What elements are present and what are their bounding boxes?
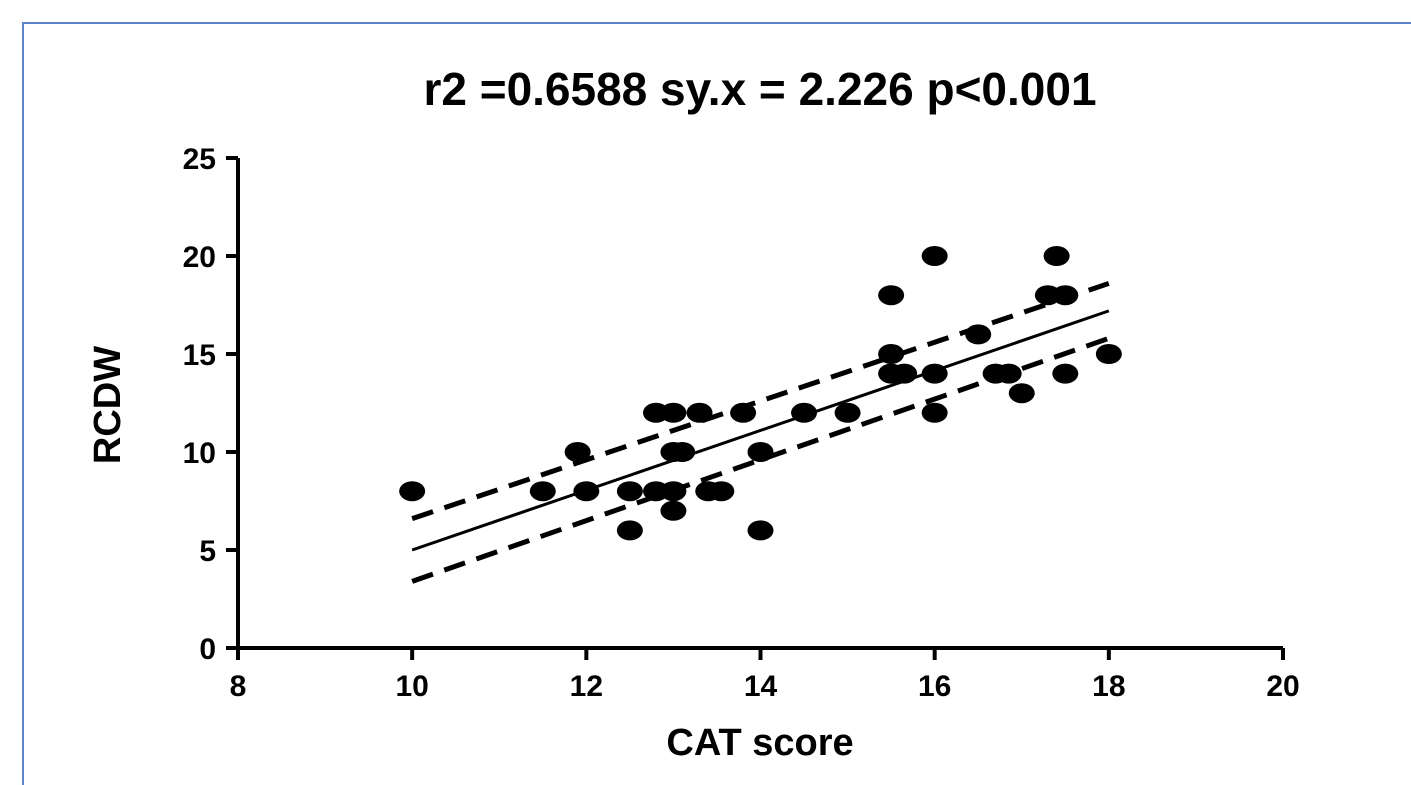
data-point bbox=[660, 500, 687, 521]
x-tick-label: 14 bbox=[744, 670, 778, 703]
frame-border bbox=[22, 22, 1411, 785]
data-point bbox=[791, 402, 818, 423]
confidence-upper-line bbox=[411, 281, 1110, 522]
x-tick-label: 10 bbox=[395, 670, 428, 703]
data-point bbox=[529, 481, 556, 502]
data-point bbox=[730, 402, 757, 423]
data-point bbox=[921, 402, 948, 423]
y-tick-label: 25 bbox=[183, 143, 216, 176]
data-point bbox=[399, 481, 426, 502]
chart-title: r2 =0.6588 sy.x = 2.226 p<0.001 bbox=[423, 63, 1096, 115]
data-point bbox=[891, 363, 918, 384]
y-tick-label: 5 bbox=[199, 535, 216, 568]
data-point bbox=[965, 324, 992, 345]
data-point bbox=[878, 285, 905, 306]
data-point bbox=[921, 246, 948, 266]
data-point bbox=[1052, 285, 1079, 306]
y-tick-label: 20 bbox=[183, 241, 216, 274]
x-tick-label: 16 bbox=[918, 670, 951, 703]
data-point bbox=[660, 481, 687, 502]
data-point bbox=[995, 363, 1022, 384]
data-point bbox=[573, 481, 600, 502]
data-point bbox=[1043, 246, 1070, 266]
x-tick-label: 8 bbox=[230, 670, 247, 703]
data-point bbox=[1008, 383, 1035, 404]
x-tick-label: 20 bbox=[1266, 670, 1299, 703]
axes: 8 10 12 14 16 18 20 0 5 10 15 20 25 bbox=[183, 143, 1300, 703]
y-tick-label: 0 bbox=[199, 633, 216, 666]
regression bbox=[411, 309, 1110, 552]
data-point bbox=[686, 402, 713, 423]
data-point bbox=[564, 442, 591, 462]
data-point bbox=[616, 481, 643, 502]
data-points bbox=[399, 246, 1122, 541]
data-point bbox=[1095, 344, 1122, 364]
data-point bbox=[834, 402, 861, 423]
data-point bbox=[747, 520, 774, 541]
data-point bbox=[616, 520, 643, 541]
data-point bbox=[708, 481, 735, 502]
data-point bbox=[921, 363, 948, 384]
x-tick-label: 18 bbox=[1092, 670, 1125, 703]
data-point bbox=[747, 442, 774, 462]
x-tick-label: 12 bbox=[570, 670, 603, 703]
regression-line bbox=[411, 309, 1110, 552]
y-tick-label: 15 bbox=[183, 339, 216, 372]
data-point bbox=[669, 442, 696, 462]
data-point bbox=[1052, 363, 1079, 384]
data-point bbox=[660, 402, 687, 423]
y-tick-label: 10 bbox=[183, 437, 216, 470]
y-axis-title: RCDW bbox=[87, 346, 129, 464]
x-axis-title: CAT score bbox=[666, 722, 853, 764]
data-point bbox=[878, 344, 905, 364]
